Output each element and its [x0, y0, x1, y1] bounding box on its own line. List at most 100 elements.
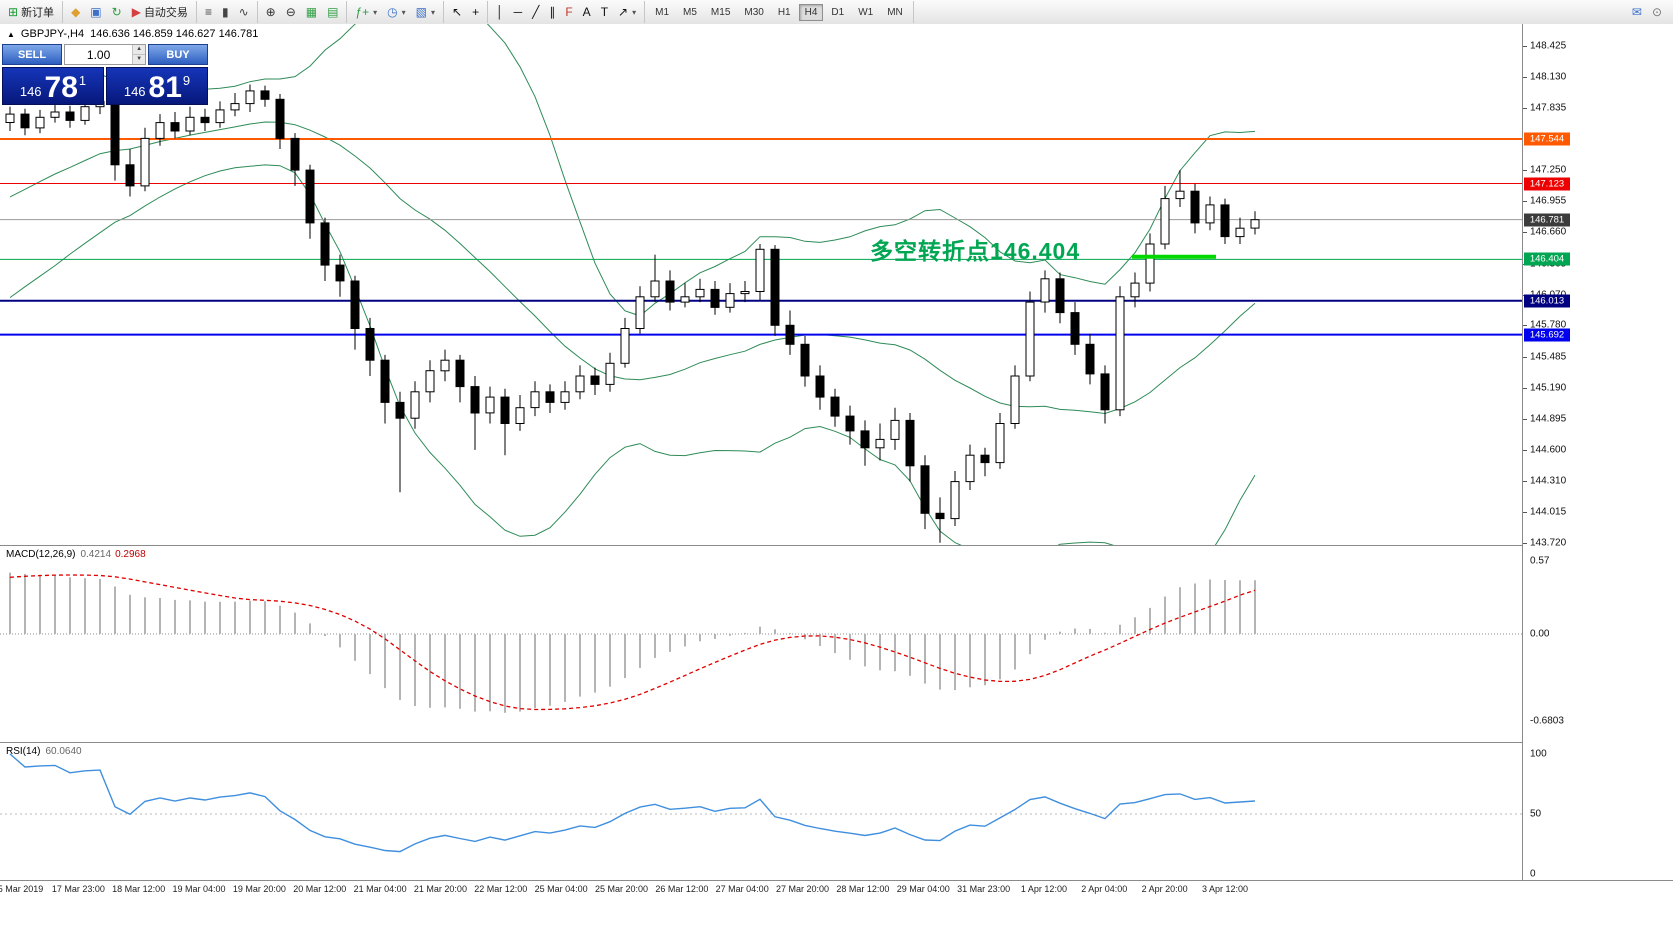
price-tick-mark: [1523, 232, 1527, 234]
price-tick-mark: [1523, 77, 1527, 79]
buy-price-button[interactable]: 146 81 9: [106, 67, 208, 105]
sell-price-button[interactable]: 146 78 1: [2, 67, 104, 105]
price-axis[interactable]: 148.425 148.130 147.835 147.250 146.955 146.6…: [1523, 24, 1673, 880]
volume-up-button[interactable]: ▲: [133, 45, 145, 55]
data-window-icon[interactable]: ▣: [85, 1, 106, 23]
time-axis-label: 25 Mar 20:00: [594, 884, 649, 894]
macd-name: MACD(12,26,9): [6, 549, 76, 560]
price-badge-147123: 147.123: [1524, 177, 1570, 190]
timeframe-button-W1[interactable]: W1: [858, 6, 874, 18]
time-axis-label: 31 Mar 23:00: [957, 884, 1011, 894]
crosshair-icon[interactable]: +: [467, 1, 484, 23]
price-tick-mark: [1523, 325, 1527, 327]
zoom-out-icon[interactable]: ⊖: [281, 1, 301, 23]
indicators-icon[interactable]: ƒ+ ▾: [350, 1, 382, 23]
price-tick-label: 145.485: [1530, 351, 1567, 362]
bar-chart-type-icon[interactable]: ≡: [200, 1, 217, 23]
rsi-panel-canvas[interactable]: [0, 743, 1522, 880]
periods-clock-icon[interactable]: ◷ ▾: [382, 1, 411, 23]
timeframe-button-M15[interactable]: M15: [710, 6, 731, 18]
price-tick-label: 146.660: [1530, 226, 1567, 238]
price-tick-mark: [1523, 170, 1527, 172]
vertical-line-icon[interactable]: │: [491, 1, 509, 23]
timeframe-button-M1[interactable]: M1: [655, 6, 670, 18]
sell-price-pip: 1: [78, 73, 87, 88]
navigator-refresh-icon-glyph: ↻: [111, 5, 122, 19]
cascade-windows-icon-glyph: ▤: [327, 5, 339, 19]
buy-price-pip: 9: [182, 73, 191, 88]
text-icon-glyph: A: [582, 5, 591, 19]
toolbar-group: │ ─ ╱ ∥ F A T ↗ ▾: [488, 1, 646, 23]
time-axis-label: 29 Mar 04:00: [896, 884, 950, 894]
price-tick-label: 147.835: [1530, 102, 1567, 114]
messages-icon[interactable]: ✉: [1627, 1, 1647, 23]
new-order-button-label: 新订单: [21, 7, 55, 19]
price-badge-146781: 146.781: [1524, 213, 1570, 227]
timeframe-button-M30[interactable]: M30: [744, 6, 764, 18]
periods-clock-icon-glyph: ◷: [387, 5, 398, 19]
price-tick-mark: [1523, 201, 1527, 203]
help-search-icon[interactable]: ⊙: [1647, 1, 1667, 23]
buy-button[interactable]: BUY: [148, 44, 208, 65]
text-icon[interactable]: A: [578, 1, 596, 23]
macd-axis-label: 0.57: [1530, 555, 1550, 567]
cursor-icon[interactable]: ↖: [447, 1, 467, 23]
rsi-axis-label: 50: [1530, 808, 1542, 820]
market-watch-icon-glyph: ◆: [71, 5, 81, 19]
label-icon[interactable]: T: [596, 1, 613, 23]
one-click-trading-panel: SELL ▲ ▼ BUY 146 78 1 146 81 9: [2, 44, 208, 105]
shapes-icon[interactable]: ↗ ▾: [613, 1, 641, 23]
candlestick-type-icon-glyph: ▮: [221, 5, 229, 19]
symbol-title: GBPJPY-,H4: [20, 28, 85, 40]
trendline-icon[interactable]: ╱: [527, 1, 544, 23]
templates-icon[interactable]: ▧ ▾: [411, 1, 440, 23]
time-axis-label: 28 Mar 12:00: [836, 884, 890, 894]
new-order-button[interactable]: ⊞ 新订单: [3, 1, 59, 23]
timeframe-button-H1[interactable]: H1: [777, 6, 791, 18]
sell-button[interactable]: SELL: [2, 44, 62, 65]
macd-panel-canvas[interactable]: [0, 546, 1522, 742]
zoom-in-icon-glyph: ⊕: [265, 5, 276, 19]
panel-separator[interactable]: [0, 545, 1673, 546]
symbol-header: ▲ GBPJPY-,H4 146.636 146.859 146.627 146…: [7, 28, 258, 40]
horizontal-line-icon[interactable]: ─: [509, 1, 528, 23]
timeframe-button-H4[interactable]: H4: [798, 3, 824, 21]
candlestick-type-icon[interactable]: ▮: [217, 1, 234, 23]
zoom-in-icon[interactable]: ⊕: [261, 1, 281, 23]
time-axis-label: 3 Apr 12:00: [1201, 884, 1249, 894]
volume-input[interactable]: [65, 45, 133, 64]
price-badge-146013: 146.013: [1524, 294, 1570, 308]
sell-price-prefix: 146: [19, 84, 42, 99]
shapes-icon-glyph: ↗: [618, 5, 629, 19]
main-chart-canvas[interactable]: [0, 24, 1522, 545]
timeframe-button-D1[interactable]: D1: [831, 6, 845, 18]
price-tick-label: 147.250: [1530, 164, 1567, 176]
vertical-line-icon-glyph: │: [496, 5, 504, 19]
fibonacci-icon[interactable]: F: [560, 1, 577, 23]
tile-windows-icon-glyph: ▦: [305, 5, 318, 19]
price-badge-146404: 146.404: [1524, 252, 1570, 266]
crosshair-icon-glyph: +: [472, 5, 480, 19]
time-axis[interactable]: 15 Mar 2019 17 Mar 23:00 18 Mar 12:00 19 Ma…: [0, 881, 1673, 947]
timeframe-toolbar: M1 M5 M15 M30 H1 H4 D1 W1 MN: [645, 1, 914, 23]
time-axis-label: 26 Mar 12:00: [655, 884, 709, 894]
price-tick-mark: [1523, 46, 1527, 47]
tile-windows-icon[interactable]: ▦: [301, 1, 322, 23]
auto-trading-button-label: 自动交易: [143, 7, 188, 19]
cascade-windows-icon[interactable]: ▤: [322, 1, 343, 23]
volume-down-button[interactable]: ▼: [133, 55, 145, 64]
line-chart-type-icon[interactable]: ∿: [234, 1, 254, 23]
auto-trading-button[interactable]: ▶ 自动交易: [127, 1, 193, 23]
dropdown-caret-icon: ▾: [373, 7, 378, 17]
macd-value-main: 0.4214: [80, 549, 112, 560]
price-tick-label: 144.600: [1530, 444, 1567, 456]
channel-icon[interactable]: ∥: [544, 1, 560, 23]
navigator-refresh-icon[interactable]: ↻: [107, 1, 127, 23]
time-axis-label: 18 Mar 12:00: [112, 884, 166, 894]
rsi-value: 60.0640: [45, 746, 82, 757]
panel-separator[interactable]: [0, 742, 1673, 743]
timeframe-button-M5[interactable]: M5: [683, 6, 697, 18]
rsi-name: RSI(14): [6, 746, 41, 757]
market-watch-icon[interactable]: ◆: [66, 1, 85, 23]
timeframe-button-MN[interactable]: MN: [887, 6, 903, 18]
